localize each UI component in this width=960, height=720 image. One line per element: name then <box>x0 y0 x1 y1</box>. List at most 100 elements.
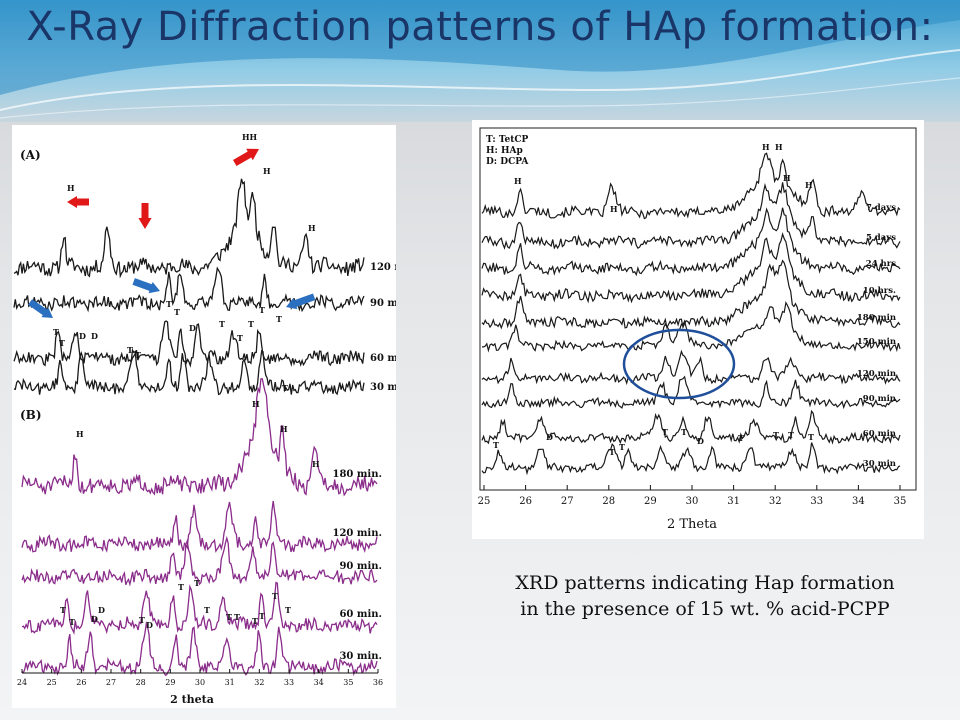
plot-frame-right <box>479 127 917 491</box>
x-tick-label-b-36: 36 <box>373 678 383 687</box>
x-tick-label-b-26: 26 <box>76 678 86 687</box>
peak-label-a-8: T <box>276 314 282 324</box>
blue-arrow-2 <box>28 299 53 318</box>
x-tick-label-r-35: 35 <box>894 496 907 507</box>
peak-label-a-16: T <box>237 333 243 343</box>
peak-label-r-12: T <box>681 427 687 437</box>
peak-label-b-9: D <box>91 614 98 624</box>
peak-label-r-9: T <box>609 447 615 457</box>
peak-label-b-10: T <box>69 617 75 627</box>
trace-r-label-6: 150 min <box>857 337 896 347</box>
highlight-circle <box>622 328 736 400</box>
trace-r-7 <box>481 349 901 386</box>
peak-label-b-17: T <box>259 611 265 621</box>
trace-r-9 <box>481 409 901 445</box>
peak-label-b-3: H <box>280 424 288 434</box>
peak-label-a-1: H <box>67 183 75 193</box>
x-axis-label-b: 2 theta <box>170 693 214 706</box>
trace-b-label-3: 90 min. <box>339 561 382 572</box>
peak-label-r-11: T <box>662 427 668 437</box>
trace-r-label-1: 7 days <box>866 203 896 213</box>
trace-r-1 <box>481 152 901 220</box>
peak-label-b-6: T <box>194 578 200 588</box>
peak-label-b-2: H <box>252 399 260 409</box>
peak-label-r-14: T <box>738 433 744 443</box>
x-tick-label-b-30: 30 <box>195 678 205 687</box>
trace-r-label-2: 5 days <box>866 233 896 243</box>
peak-label-b-8: D <box>98 605 105 615</box>
trace-r-3 <box>481 207 901 277</box>
peak-label-r-6: H <box>805 180 813 190</box>
trace-a-label-4: 30 min <box>370 382 396 393</box>
trace-b-label-2: 120 min. <box>333 528 383 539</box>
peak-label-a-17: T <box>127 345 133 355</box>
panel-b-label: (B) <box>20 408 42 422</box>
peak-label-a-5: T <box>166 299 172 309</box>
peak-label-b-1: H <box>76 429 84 439</box>
peak-label-a-18: T <box>135 350 141 360</box>
peak-label-r-1: H <box>514 176 522 186</box>
peak-label-b-18: T <box>272 591 278 601</box>
trace-a-3 <box>13 320 365 368</box>
trace-a-2 <box>13 266 365 313</box>
peak-label-b-13: T <box>204 605 210 615</box>
peak-label-b-16: T <box>252 616 258 626</box>
peak-label-r-3: H <box>762 142 770 152</box>
x-tick-label-r-28: 28 <box>602 496 615 507</box>
header-wave-decoration <box>0 0 960 119</box>
peak-label-r-15: T <box>773 430 779 440</box>
peak-label-a-15: D <box>189 323 196 333</box>
blue-arrow-3 <box>286 293 316 310</box>
trace-r-label-7: 120 min <box>857 369 896 379</box>
peak-label-r-7: T <box>493 440 499 450</box>
legend-item-1: T: TetCP <box>486 135 529 145</box>
trace-r-4 <box>481 231 901 304</box>
trace-a-label-1: 120 min <box>370 262 396 273</box>
blue-arrow-1 <box>132 278 160 294</box>
peak-label-a-3: H <box>263 166 271 176</box>
trace-a-label-3: 60 min <box>370 353 396 364</box>
trace-r-5 <box>481 259 901 330</box>
x-axis-label-r: 2 Theta <box>667 517 717 532</box>
red-arrow-2 <box>138 203 152 229</box>
trace-r-label-5: 180 min <box>857 313 896 323</box>
x-tick-label-r-30: 30 <box>686 496 699 507</box>
figure-caption: XRD patterns indicating Hap formation in… <box>470 570 940 622</box>
peak-label-r-2: H <box>610 204 618 214</box>
trace-r-label-8: 90 min <box>863 394 896 404</box>
caption-line-1: XRD patterns indicating Hap formation <box>515 572 895 594</box>
x-tick-label-b-25: 25 <box>47 678 57 687</box>
trace-r-label-4: 10 hrs. <box>863 286 896 296</box>
peak-label-b-11: T <box>139 615 145 625</box>
legend-item-2: H: HAp <box>486 146 523 156</box>
peak-label-a-12: T <box>59 338 65 348</box>
trace-b-3 <box>21 535 378 587</box>
x-tick-label-b-33: 33 <box>284 678 294 687</box>
xrd-figure-right: 7 days 5 days 24 hrs 10 hrs. 180 min 150 min 1… <box>472 120 924 539</box>
legend-item-3: D: DCPA <box>486 157 529 167</box>
peak-label-r-17: T <box>808 432 814 442</box>
peak-label-b-4: H <box>312 459 320 469</box>
trace-r-label-10: 30 min <box>863 459 896 469</box>
x-tick-label-b-34: 34 <box>314 678 324 687</box>
peak-label-a-6: T <box>174 307 180 317</box>
trace-a-4 <box>13 348 365 396</box>
peak-label-r-13: D <box>697 436 704 446</box>
trace-r-6 <box>482 300 901 353</box>
trace-b-2 <box>21 500 378 553</box>
xrd-plot-right: 7 days 5 days 24 hrs 10 hrs. 180 min 150 min 1… <box>478 127 917 532</box>
trace-a-label-2: 90 min <box>370 298 396 309</box>
peak-label-r-10: T <box>619 442 625 452</box>
red-arrow-1 <box>67 196 89 208</box>
peak-label-b-12: D <box>146 620 153 630</box>
trace-r-label-9: 60 min <box>863 429 896 439</box>
trace-b-label-5: 30 min. <box>339 651 382 662</box>
x-tick-label-r-26: 26 <box>519 496 532 507</box>
x-tick-label-r-25: 25 <box>478 496 491 507</box>
x-tick-label-r-34: 34 <box>852 496 865 507</box>
x-tick-label-b-31: 31 <box>225 678 235 687</box>
peak-label-b-7: T <box>60 605 66 615</box>
peak-label-b-15: T <box>234 612 240 622</box>
